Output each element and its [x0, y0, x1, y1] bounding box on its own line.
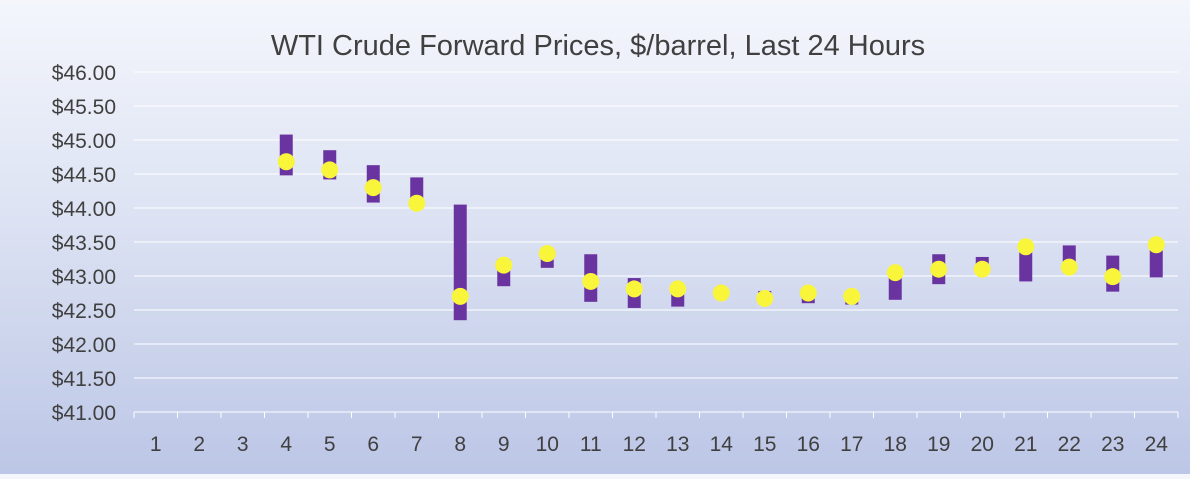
close-price-markers	[277, 153, 1165, 307]
x-tick-label: 10	[536, 433, 559, 456]
close-marker	[625, 280, 643, 298]
close-marker	[973, 260, 991, 278]
x-tick-label: 2	[193, 433, 205, 456]
close-marker	[712, 284, 730, 302]
close-marker	[277, 153, 295, 171]
x-tick-label: 3	[237, 433, 249, 456]
close-marker	[538, 245, 556, 263]
x-tick-label: 24	[1145, 433, 1169, 456]
x-tick-label: 13	[666, 433, 689, 456]
close-marker	[321, 161, 339, 179]
y-axis-tick-labels: $41.00 $41.50 $42.00 $42.50 $43.00 $43.50 $44.…	[52, 62, 116, 425]
x-tick-label: 21	[1014, 433, 1037, 456]
close-marker	[451, 287, 469, 305]
x-tick-label: 1	[150, 433, 162, 456]
close-marker	[1060, 258, 1078, 276]
y-tick-label: $46.00	[52, 62, 116, 85]
x-axis-tick-labels: 1 2 3 4 5 6 7 8 9 10 11 12 13 14 15 16 17 18 19 20 21 22 23 24	[150, 433, 1168, 456]
x-tick-label: 14	[710, 433, 734, 456]
y-tick-label: $41.00	[52, 402, 116, 425]
x-tick-label: 20	[971, 433, 994, 456]
y-tick-label: $45.00	[52, 130, 116, 153]
y-tick-label: $44.00	[52, 198, 116, 221]
close-marker	[1017, 238, 1035, 256]
close-marker	[408, 194, 426, 212]
x-tick-label: 23	[1101, 433, 1124, 456]
chart-title: WTI Crude Forward Prices, $/barrel, Last…	[271, 30, 925, 62]
close-marker	[843, 287, 861, 305]
close-marker	[930, 260, 948, 278]
close-marker	[799, 284, 817, 302]
x-tick-label: 6	[367, 433, 379, 456]
x-tick-label: 7	[411, 433, 423, 456]
close-marker	[364, 179, 382, 197]
x-tick-label: 16	[797, 433, 820, 456]
x-tick-label: 17	[840, 433, 863, 456]
gridlines	[133, 71, 1179, 418]
close-marker	[582, 272, 600, 290]
x-tick-label: 9	[498, 433, 510, 456]
y-tick-label: $42.00	[52, 334, 116, 357]
y-tick-label: $44.50	[52, 164, 116, 187]
y-tick-label: $43.50	[52, 232, 116, 255]
close-marker	[756, 289, 774, 307]
x-tick-label: 19	[927, 433, 950, 456]
y-tick-label: $41.50	[52, 368, 116, 391]
x-tick-label: 18	[884, 433, 907, 456]
x-tick-label: 15	[753, 433, 776, 456]
close-marker	[886, 264, 904, 282]
close-marker	[495, 256, 513, 274]
close-marker	[669, 280, 687, 298]
x-tick-label: 4	[280, 433, 292, 456]
x-tick-label: 5	[324, 433, 336, 456]
close-marker	[1147, 236, 1165, 254]
close-marker	[1104, 268, 1122, 286]
x-tick-label: 8	[454, 433, 466, 456]
y-tick-label: $45.50	[52, 96, 116, 119]
range-bar	[410, 177, 424, 200]
x-tick-label: 22	[1058, 433, 1081, 456]
x-tick-label: 11	[580, 433, 602, 456]
y-tick-label: $42.50	[52, 300, 116, 323]
x-tick-label: 12	[623, 433, 646, 456]
y-tick-label: $43.00	[52, 266, 116, 289]
